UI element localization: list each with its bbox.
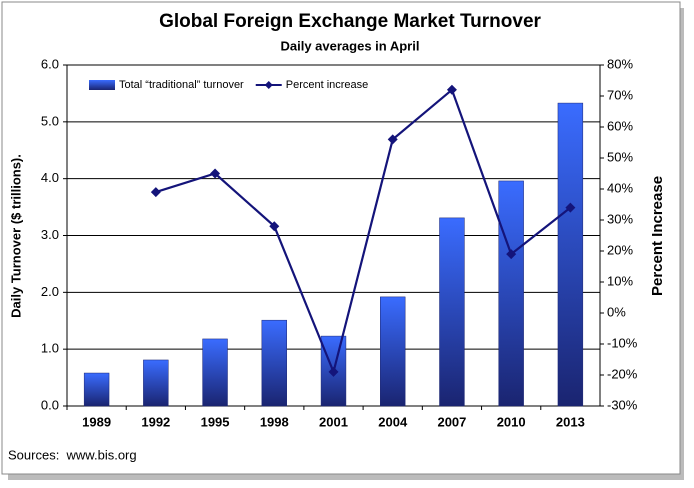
marker xyxy=(210,168,221,179)
marker xyxy=(387,134,398,145)
line xyxy=(155,87,572,376)
x-tick-label: 1989 xyxy=(82,414,111,429)
x-tick-label: 2010 xyxy=(497,414,526,429)
legend-label: Percent increase xyxy=(286,79,369,91)
marker xyxy=(150,187,161,198)
y2-tick-label: 0% xyxy=(607,304,626,319)
x-tick-label: 2004 xyxy=(378,414,408,429)
legend-swatch xyxy=(89,80,115,90)
legend-label: Total “traditional” turnover xyxy=(119,79,244,91)
x-tick-label: 1992 xyxy=(141,414,170,429)
legend-marker xyxy=(264,81,273,89)
bar xyxy=(439,217,465,407)
y2-tick-label: -20% xyxy=(607,366,638,381)
bar xyxy=(261,319,287,407)
y2-tick-label: 70% xyxy=(607,87,633,102)
y2-tick-label: -30% xyxy=(607,397,638,412)
y2-tick-label: -10% xyxy=(607,335,638,350)
y-tick-label: 5.0 xyxy=(41,113,59,128)
y-tick-label: 1.0 xyxy=(41,341,59,356)
marker xyxy=(446,84,457,95)
bar xyxy=(498,180,524,407)
y2-axis-title: Percent Increase xyxy=(649,176,666,296)
y2-tick-label: 40% xyxy=(607,180,633,195)
marker xyxy=(328,366,339,377)
y2-tick-label: 60% xyxy=(607,118,633,133)
y2-tick-label: 80% xyxy=(607,56,633,71)
bar xyxy=(202,338,228,407)
chart-subtitle: Daily averages in April xyxy=(281,38,420,53)
x-tick-label: 2007 xyxy=(437,414,466,429)
marker xyxy=(506,249,517,260)
y2-tick-label: 50% xyxy=(607,149,633,164)
marker xyxy=(269,221,280,232)
x-tick-label: 1998 xyxy=(260,414,289,429)
chart-title: Global Foreign Exchange Market Turnover xyxy=(159,11,541,32)
y-tick-label: 6.0 xyxy=(41,56,59,71)
source-note: Sources: www.bis.org xyxy=(8,447,137,462)
bar xyxy=(143,359,169,407)
bar xyxy=(83,372,110,407)
bar xyxy=(380,296,406,407)
x-tick-label: 1995 xyxy=(201,414,230,429)
y-tick-label: 4.0 xyxy=(41,170,59,185)
y2-tick-label: 20% xyxy=(607,242,633,257)
y-tick-label: 2.0 xyxy=(41,284,59,299)
marker xyxy=(565,202,576,213)
y-axis-title: Daily Turnover ($ trillions). xyxy=(8,154,23,318)
x-tick-label: 2001 xyxy=(319,414,348,429)
bar xyxy=(557,102,584,407)
y2-tick-label: 10% xyxy=(607,273,633,288)
x-tick-label: 2013 xyxy=(556,414,585,429)
y-tick-label: 0.0 xyxy=(41,397,59,412)
y-tick-label: 3.0 xyxy=(41,227,59,242)
y2-tick-label: 30% xyxy=(607,211,633,226)
